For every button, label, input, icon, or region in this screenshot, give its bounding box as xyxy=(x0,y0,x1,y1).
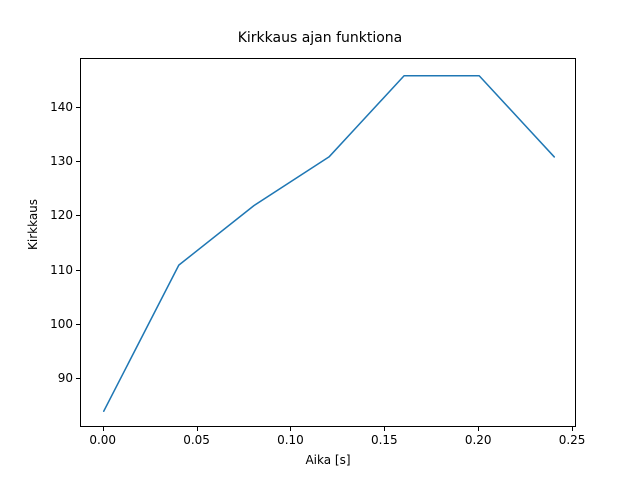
y-tick-label: 140 xyxy=(50,100,73,115)
y-axis-label: Kirkkaus xyxy=(26,198,40,250)
x-tick-mark xyxy=(384,427,386,431)
x-tick-label: 0.00 xyxy=(89,433,117,447)
y-tick-mark xyxy=(76,269,80,271)
x-tick-label: 0.15 xyxy=(370,433,398,447)
x-tick-mark xyxy=(196,427,198,431)
x-tick-mark xyxy=(290,427,292,431)
x-tick-mark xyxy=(572,427,574,431)
y-tick-mark xyxy=(76,161,80,163)
x-axis-label: Aika [s] xyxy=(305,453,351,467)
y-tick-label: 120 xyxy=(50,208,73,223)
y-tick-label: 130 xyxy=(50,154,73,169)
y-tick-mark xyxy=(76,377,80,379)
y-tick-label: 100 xyxy=(50,316,73,331)
x-tick-mark xyxy=(102,427,104,431)
plot-area xyxy=(80,58,576,427)
y-tick-label: 90 xyxy=(57,370,73,385)
y-tick-mark xyxy=(76,323,80,325)
y-tick-mark xyxy=(76,215,80,217)
data-line-series xyxy=(102,75,556,412)
series-polyline xyxy=(102,75,556,412)
chart-title: Kirkkaus ajan funktiona xyxy=(237,30,403,46)
x-tick-label: 0.20 xyxy=(464,433,492,447)
x-tick-label: 0.25 xyxy=(558,433,586,447)
x-tick-label: 0.10 xyxy=(277,433,304,447)
x-tick-mark xyxy=(478,427,480,431)
x-tick-label: 0.05 xyxy=(183,433,210,447)
y-tick-label: 110 xyxy=(50,262,73,277)
y-tick-mark xyxy=(76,107,80,109)
